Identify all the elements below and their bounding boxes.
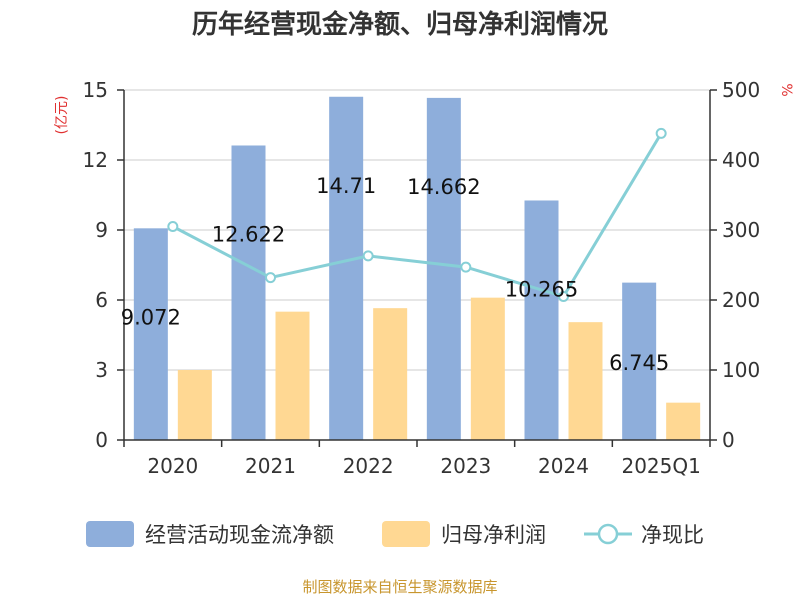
legend-swatch-netprofit: [382, 521, 430, 547]
bar-netprofit: [666, 402, 701, 440]
bar-cashflow: [231, 145, 266, 440]
bar-netprofit: [373, 308, 408, 440]
legend-item-cashflow[interactable]: 经营活动现金流净额: [86, 521, 334, 547]
ratio-line: [167, 127, 667, 302]
chart-title: 历年经营现金净额、归母净利润情况: [192, 9, 608, 40]
data-label-cashflow: 9.072: [121, 305, 181, 329]
bar-cashflow: [133, 228, 168, 440]
bar-cashflow: [622, 282, 657, 440]
bar-cashflow: [524, 200, 559, 440]
right-axis-unit: %: [778, 83, 794, 96]
left-axis-unit: (亿元): [54, 96, 70, 135]
grid-lines: [124, 89, 710, 371]
x-tick-label: 2020: [147, 454, 198, 478]
legend-label-cashflow: 经营活动现金流净额: [145, 523, 334, 547]
right-tick-label: 300: [722, 218, 760, 242]
x-tick-label: 2021: [245, 454, 296, 478]
left-tick-label: 3: [95, 358, 108, 382]
legend-item-ratio[interactable]: 净现比: [584, 523, 704, 547]
bar-cashflow: [426, 97, 461, 441]
ratio-point: [558, 291, 569, 302]
ratio-point: [167, 221, 179, 232]
data-label-cashflow: 14.71: [316, 174, 376, 198]
right-tick-label: 400: [722, 148, 760, 172]
legend-item-netprofit[interactable]: 归母净利润: [382, 521, 546, 547]
ratio-point: [655, 127, 667, 139]
ratio-point: [362, 250, 374, 262]
axes: [117, 89, 717, 447]
x-tick-label: 2025Q1: [621, 454, 700, 478]
bar-netprofit: [275, 311, 310, 440]
right-tick-label: 200: [722, 288, 760, 312]
legend[interactable]: 经营活动现金流净额 归母净利润 净现比: [86, 521, 704, 547]
data-labels: 9.072 12.622 14.71 14.662 10.265 6.745: [121, 174, 669, 375]
ratio-point: [265, 272, 276, 284]
data-source-note: 制图数据来自恒生聚源数据库: [302, 578, 497, 596]
bars: [133, 96, 701, 441]
x-tick-label: 2022: [343, 454, 394, 478]
legend-marker-ratio: [597, 523, 619, 545]
x-tick-label: 2024: [538, 454, 589, 478]
left-tick-label: 15: [83, 78, 108, 102]
data-label-cashflow: 12.622: [212, 222, 285, 246]
legend-label-ratio: 净现比: [641, 523, 704, 547]
data-label-cashflow: 6.745: [609, 351, 669, 375]
right-tick-label: 100: [722, 358, 760, 382]
ratio-line-path: [172, 132, 663, 299]
bar-cashflow: [329, 96, 364, 441]
right-tick-label: 500: [722, 78, 760, 102]
legend-label-netprofit: 归母净利润: [441, 523, 546, 547]
bar-netprofit: [568, 322, 603, 440]
ratio-point: [460, 261, 472, 273]
x-tick-label: 2023: [440, 454, 491, 478]
left-tick-label: 9: [95, 218, 108, 242]
data-label-cashflow: 10.265: [505, 277, 578, 301]
data-label-cashflow: 14.662: [407, 175, 480, 199]
left-tick-label: 12: [83, 148, 108, 172]
tick-labels: 0 3 6 9 12 15 0 100 200 300 400 500 2020 2021 2022 2023…: [83, 78, 761, 478]
legend-swatch-cashflow: [86, 521, 134, 547]
left-tick-label: 6: [95, 288, 108, 312]
left-tick-label: 0: [95, 428, 108, 452]
bar-netprofit: [177, 370, 212, 440]
right-tick-label: 0: [722, 428, 735, 452]
bar-netprofit: [470, 297, 505, 440]
